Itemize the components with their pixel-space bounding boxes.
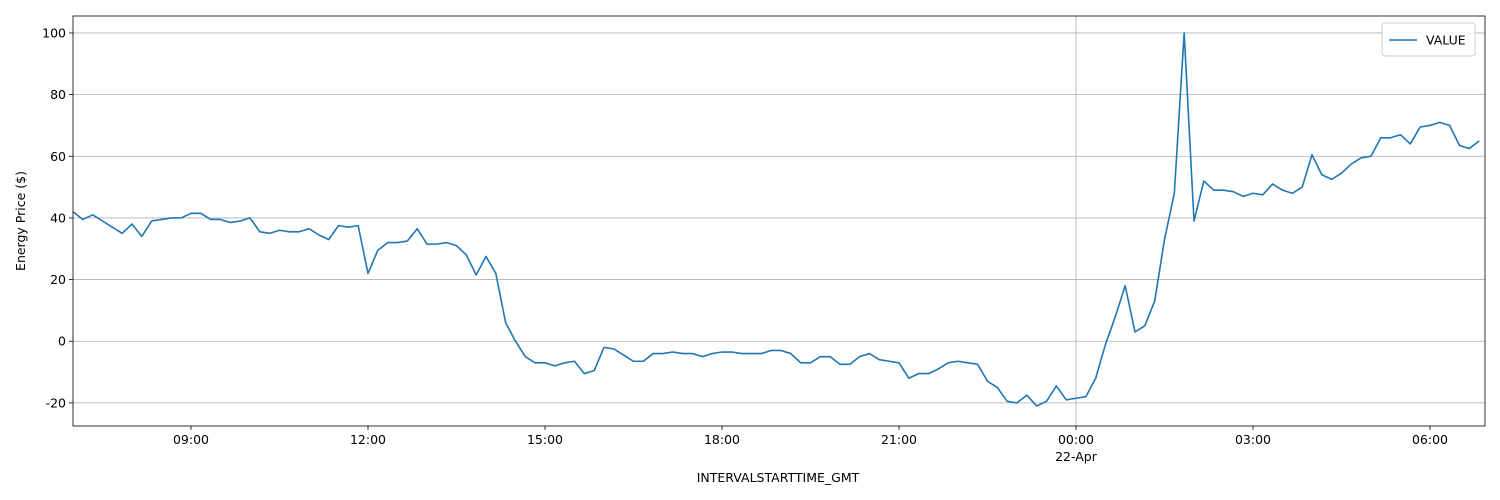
x-tick-label: 12:00 [350,432,386,447]
y-tick-label: -20 [46,395,66,410]
y-tick-label: 0 [58,334,66,349]
x-tick-label: 00:00 [1058,432,1094,447]
x-tick-label: 03:00 [1235,432,1271,447]
x-tick-label: 09:00 [173,432,209,447]
y-tick-label: 100 [42,25,66,40]
y-tick-label: 80 [50,87,66,102]
x-tick-label: 21:00 [881,432,917,447]
y-tick-label: 60 [50,149,66,164]
axes-frame [72,15,1486,427]
x-tick-label: 06:00 [1412,432,1448,447]
data-line [72,32,1480,407]
x-axis-label: INTERVALSTARTTIME_GMT [697,470,860,485]
x-date-label: 22-Apr [1055,449,1098,464]
y-tick-label: 20 [50,272,66,287]
x-tick-label: 15:00 [527,432,563,447]
x-tick-label: 18:00 [704,432,740,447]
y-tick-label: 40 [50,210,66,225]
y-axis-label: Energy Price ($) [13,171,28,271]
legend-label: VALUE [1426,33,1466,48]
legend-box [1381,22,1476,57]
